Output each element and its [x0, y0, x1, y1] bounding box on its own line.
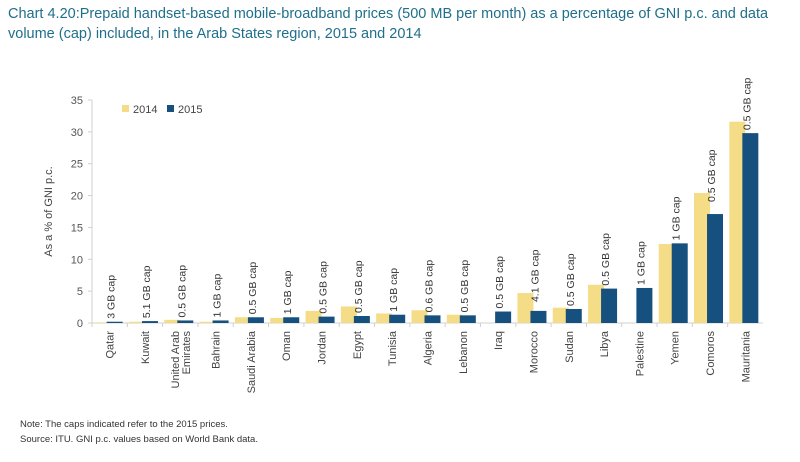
bar-2015 — [141, 321, 158, 323]
cap-annotation: 5.1 GB cap — [141, 265, 153, 318]
legend-swatch-2015 — [167, 105, 174, 112]
cap-annotation: 0.5 GB cap — [565, 253, 577, 306]
bar-2015 — [707, 214, 724, 323]
bar-2014 — [376, 313, 393, 323]
bar-2015 — [177, 320, 194, 323]
bar-2014 — [658, 243, 675, 323]
cap-annotation: 1 GB cap — [635, 241, 647, 285]
bar-2015 — [283, 317, 300, 323]
bar-2014 — [93, 322, 110, 323]
x-tick-label: Bahrain — [211, 331, 223, 369]
y-tick-label: 15 — [71, 222, 83, 234]
bar-2014 — [234, 317, 251, 323]
cap-annotation: 3 GB cap — [106, 275, 118, 319]
cap-annotation: 1 GB cap — [671, 196, 683, 240]
bar-2015 — [318, 316, 335, 323]
x-tick-label: Saudi Arabia — [246, 330, 258, 393]
bar-2014 — [446, 314, 463, 323]
x-tick-label: United Arab — [170, 331, 182, 388]
x-tick-label: Jordan — [317, 331, 329, 365]
x-tick-label: Iraq — [493, 331, 505, 350]
source-text: Source: ITU. GNI p.c. values based on Wo… — [20, 434, 258, 445]
x-tick-label: Kuwait — [140, 331, 152, 364]
chart-title: Chart 4.20:Prepaid handset-based mobile-… — [8, 6, 769, 42]
legend-swatch-2014 — [122, 105, 129, 112]
bar-2015 — [247, 317, 264, 323]
bar-2015 — [424, 315, 441, 323]
y-axis-title: As a % of GNI p.c. — [43, 166, 55, 256]
bar-2014 — [411, 310, 428, 323]
x-tick-label: Libya — [599, 330, 611, 357]
bar-2014 — [164, 319, 181, 323]
bar-2015 — [106, 321, 123, 323]
x-tick-label: Palestine — [634, 331, 646, 376]
bar-2014 — [270, 317, 287, 323]
cap-annotation: 1 GB cap — [388, 268, 400, 312]
bar-2014 — [694, 193, 711, 323]
cap-annotation: 0.5 GB cap — [176, 265, 188, 318]
legend-label-2015: 2015 — [178, 104, 202, 116]
bar-2015 — [459, 315, 476, 323]
y-tick-label: 35 — [71, 95, 83, 107]
cap-annotation: 0.5 GB cap — [247, 262, 259, 315]
bar-2014 — [340, 306, 357, 323]
bar-2014 — [128, 321, 145, 323]
y-tick-label: 0 — [77, 318, 83, 330]
x-tick-label: Oman — [281, 331, 293, 361]
cap-annotation: 0.5 GB cap — [318, 261, 330, 314]
x-tick-label: Tunisia — [387, 330, 399, 366]
y-tick-label: 25 — [71, 159, 83, 171]
cap-annotation: 1 GB cap — [282, 270, 294, 314]
x-tick-label: Egypt — [352, 331, 364, 359]
note-text: Note: The caps indicated refer to the 20… — [20, 419, 228, 430]
cap-annotation: 0.5 GB cap — [459, 260, 471, 313]
y-tick-label: 30 — [71, 127, 83, 139]
cap-annotation: 0.5 GB cap — [706, 149, 718, 202]
cap-annotation: 0.5 GB cap — [353, 260, 365, 313]
bar-2015 — [353, 315, 370, 323]
chart-notes: Note: The caps indicated refer to the 20… — [20, 417, 258, 447]
x-tick-label: Yemen — [670, 331, 682, 365]
bar-2015 — [530, 310, 547, 323]
bar-2014 — [588, 284, 605, 323]
bar-2014 — [199, 321, 216, 323]
x-tick-label: Morocco — [528, 331, 540, 373]
x-tick-label: Sudan — [564, 331, 576, 363]
bar-2015 — [671, 243, 688, 323]
legend-label-2014: 2014 — [133, 104, 157, 116]
cap-annotation: 0.5 GB cap — [494, 256, 506, 309]
x-tick-label: Comoros — [705, 331, 717, 376]
cap-annotation: 1 GB cap — [212, 274, 224, 318]
x-tick-label: Lebanon — [458, 331, 470, 374]
cap-annotation: 0.5 GB cap — [600, 233, 612, 286]
bar-2015 — [389, 314, 406, 323]
y-tick-label: 20 — [71, 191, 83, 203]
cap-annotation: 0.6 GB cap — [424, 260, 436, 313]
bar-2015 — [636, 287, 653, 323]
y-tick-label: 10 — [71, 254, 83, 266]
bar-2015 — [601, 288, 618, 323]
bar-2015 — [742, 133, 759, 323]
x-tick-label: Mauritania — [740, 330, 752, 382]
bar-2015 — [212, 320, 229, 323]
x-tick-label: Emirates — [181, 331, 193, 375]
bar-2014 — [552, 307, 569, 323]
cap-annotation: 4.1 GB cap — [529, 249, 541, 302]
bar-2014 — [517, 293, 534, 323]
bar-2015 — [495, 311, 512, 323]
x-tick-label: Qatar — [105, 331, 117, 359]
y-tick-label: 5 — [77, 286, 83, 298]
x-tick-label: Algeria — [423, 330, 435, 365]
bar-2014 — [729, 121, 746, 323]
bar-2014 — [305, 310, 322, 323]
bar-2015 — [565, 308, 582, 323]
cap-annotation: 0.5 GB cap — [741, 77, 753, 130]
